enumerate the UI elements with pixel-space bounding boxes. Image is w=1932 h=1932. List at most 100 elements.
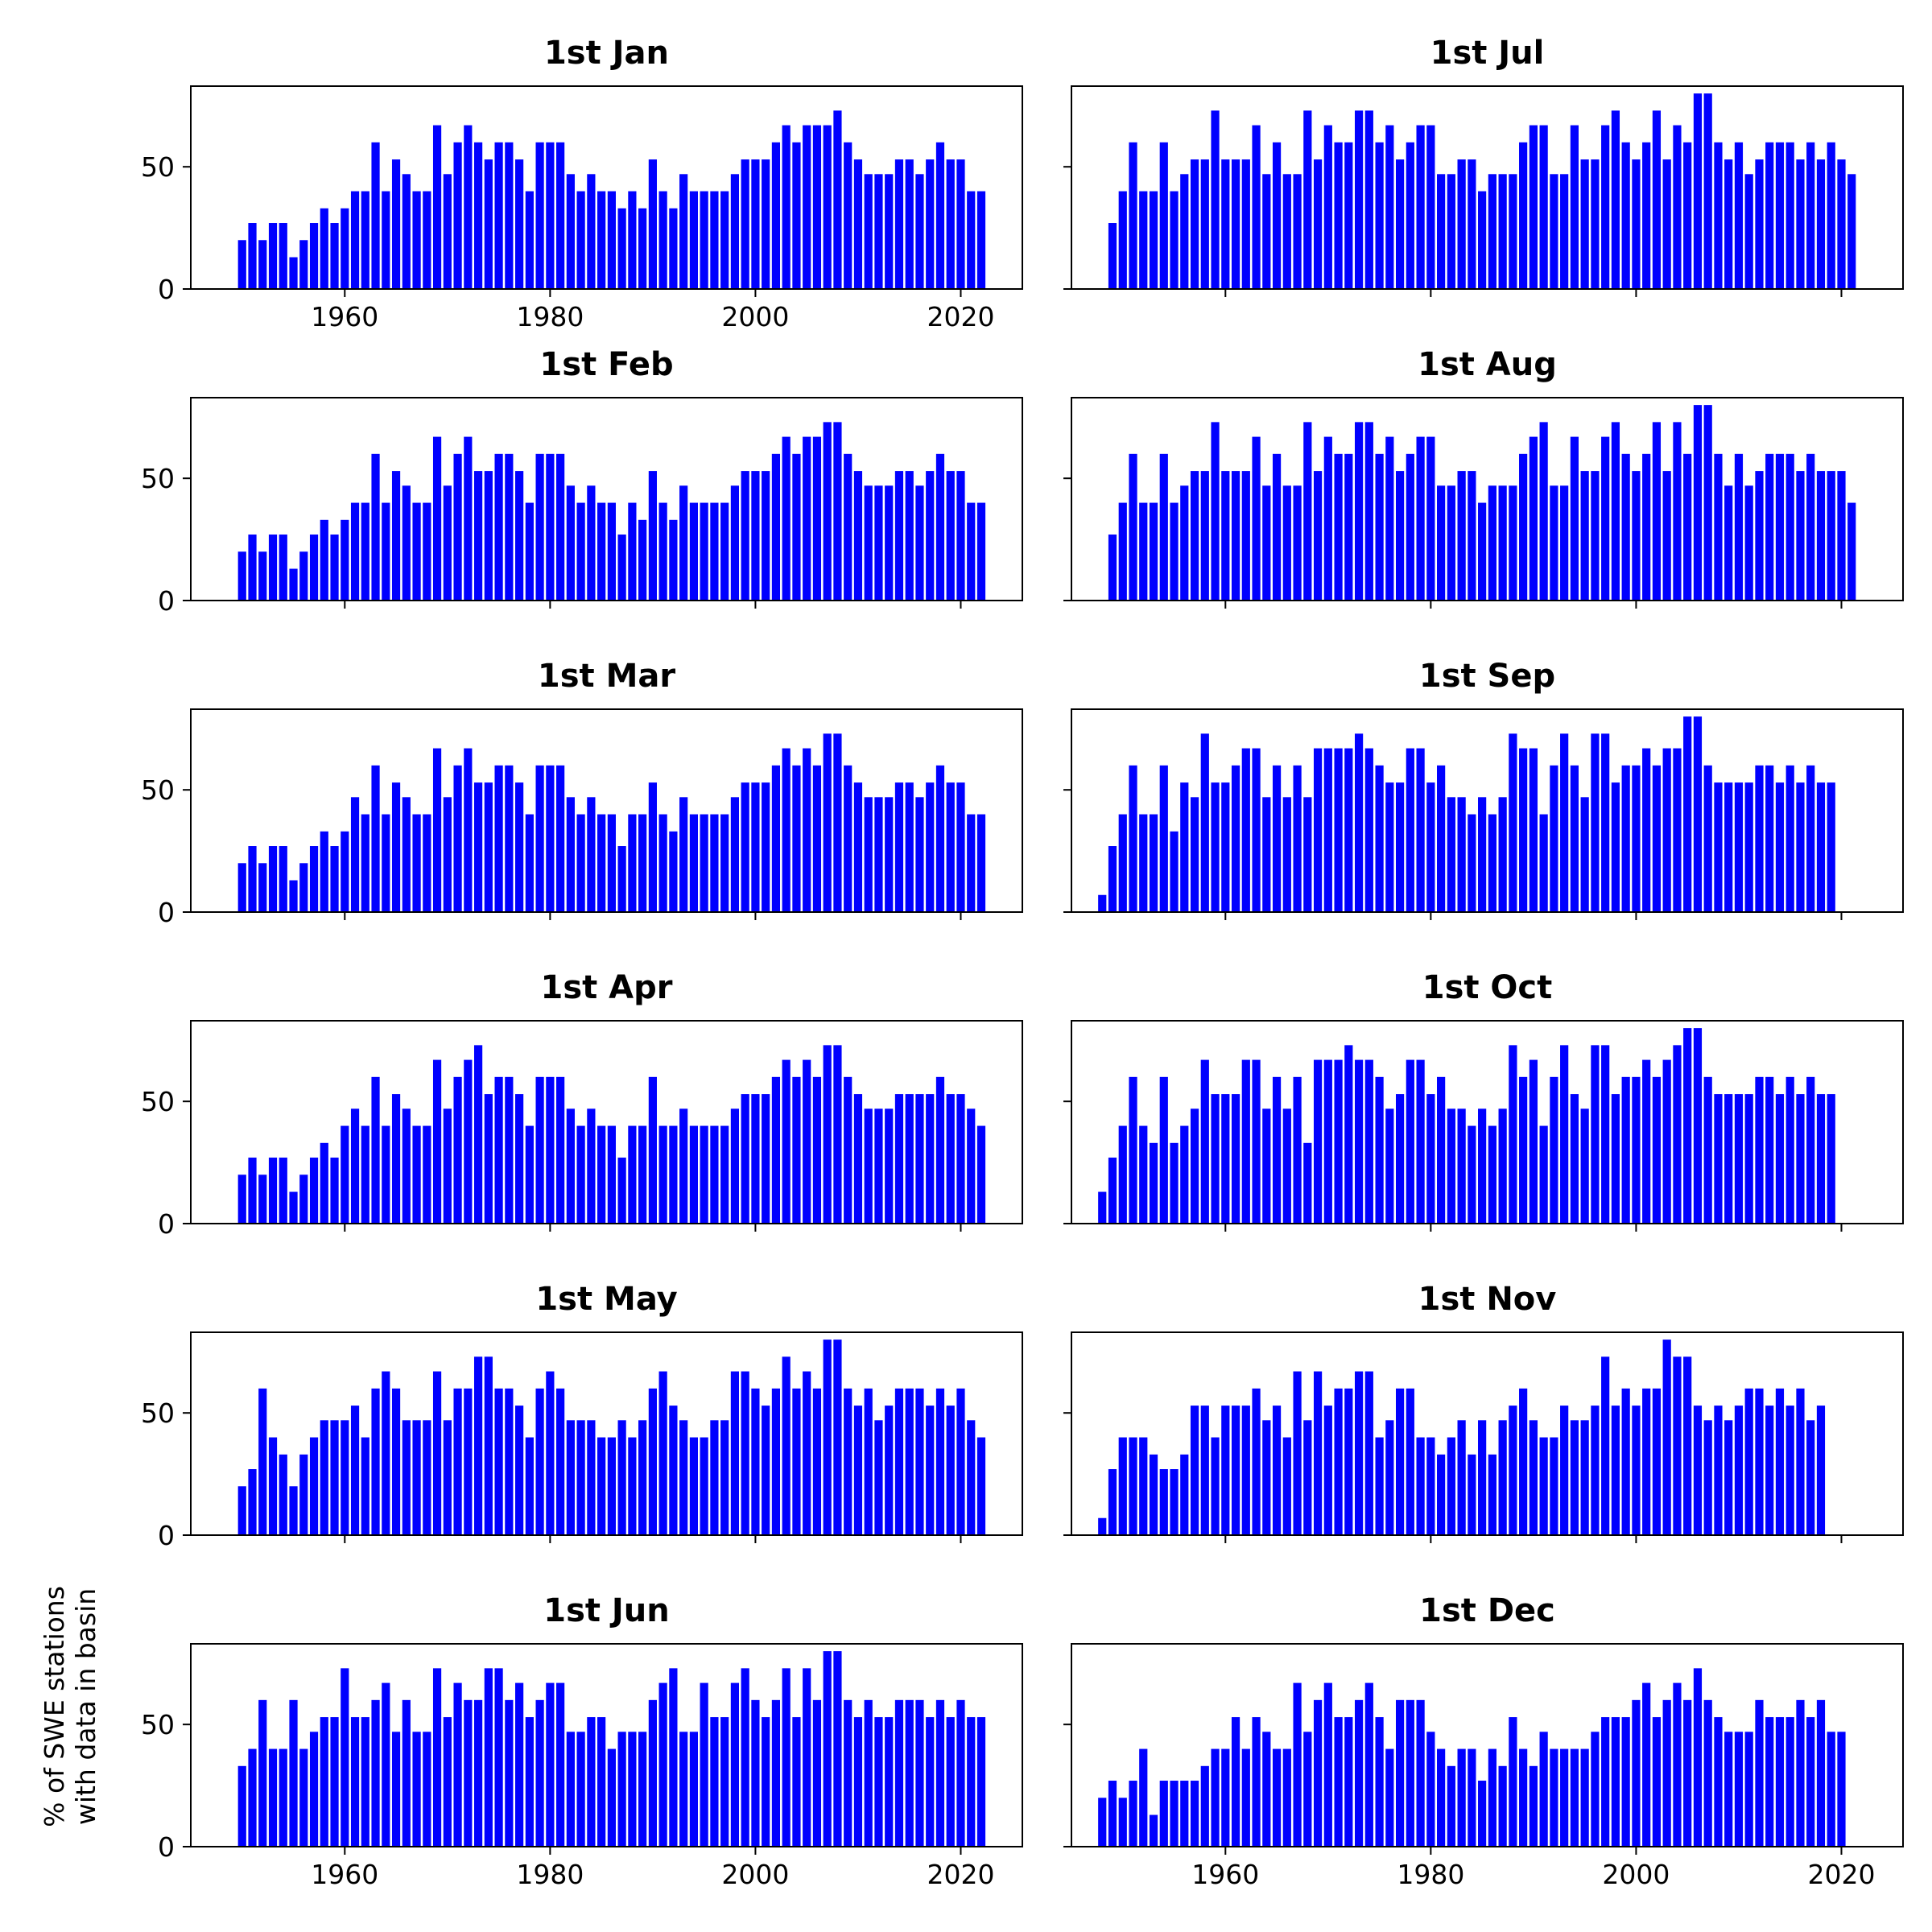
bar xyxy=(1098,894,1107,912)
bar xyxy=(1200,1059,1209,1224)
bar xyxy=(1632,471,1641,601)
bar xyxy=(1426,1094,1435,1224)
bar xyxy=(258,863,267,912)
bar xyxy=(946,159,955,289)
bar xyxy=(1765,142,1774,289)
bar xyxy=(1149,1814,1158,1847)
bar xyxy=(423,1732,431,1847)
bar xyxy=(915,1699,924,1847)
bar xyxy=(905,1699,914,1847)
bar xyxy=(1139,502,1148,601)
bar xyxy=(556,1682,565,1847)
bar xyxy=(576,1125,585,1224)
bar xyxy=(1293,1076,1302,1224)
bar xyxy=(885,1406,894,1535)
bar xyxy=(679,485,688,601)
bar xyxy=(1262,1420,1271,1535)
bar xyxy=(1190,797,1199,912)
bar xyxy=(1478,502,1487,601)
bar xyxy=(905,1094,914,1224)
bar xyxy=(967,502,976,601)
bar xyxy=(1159,765,1168,912)
bar xyxy=(1262,485,1271,601)
bar xyxy=(1396,471,1405,601)
bar xyxy=(751,471,760,601)
x-tick-label: 1980 xyxy=(516,301,584,332)
bar xyxy=(1539,1125,1548,1224)
bar xyxy=(289,1699,298,1847)
bar xyxy=(1139,191,1148,289)
bar xyxy=(515,471,524,601)
bar xyxy=(935,1076,945,1224)
bar xyxy=(505,142,514,289)
bar xyxy=(587,1717,596,1847)
bar xyxy=(1806,1420,1815,1535)
bar xyxy=(935,453,945,601)
bar xyxy=(1488,1454,1496,1535)
bar xyxy=(1354,110,1364,289)
bar xyxy=(700,1125,708,1224)
bar xyxy=(1200,1765,1209,1847)
bar xyxy=(1416,1059,1425,1224)
bar xyxy=(1447,174,1455,289)
bar xyxy=(1364,1371,1373,1535)
bar xyxy=(926,782,935,912)
bar xyxy=(689,1125,698,1224)
bar xyxy=(566,1108,575,1224)
bar xyxy=(1180,1125,1189,1224)
bar xyxy=(648,1699,657,1847)
panel-title: 1st Jan xyxy=(544,35,669,72)
bar xyxy=(1457,1108,1466,1224)
bar xyxy=(556,453,565,601)
bar xyxy=(1785,1406,1794,1535)
x-tick-label: 2000 xyxy=(1602,1859,1670,1890)
bar xyxy=(1601,1717,1610,1847)
bar xyxy=(1282,1108,1291,1224)
bar xyxy=(1180,782,1189,912)
bar xyxy=(1775,782,1785,912)
bar xyxy=(976,1437,986,1535)
bar xyxy=(1642,1388,1651,1535)
bar xyxy=(453,1076,462,1224)
bar xyxy=(1703,1420,1712,1535)
bar xyxy=(730,174,740,289)
bar xyxy=(535,142,544,289)
bar xyxy=(751,159,760,289)
bar xyxy=(935,1699,945,1847)
bar xyxy=(1170,831,1179,912)
bar xyxy=(494,1668,503,1847)
bar xyxy=(309,1158,319,1224)
bar xyxy=(803,1059,811,1224)
bar xyxy=(1509,1406,1517,1535)
bar xyxy=(1272,142,1282,289)
bar xyxy=(1364,110,1373,289)
bar xyxy=(894,1699,904,1847)
bar xyxy=(1364,422,1373,601)
bar xyxy=(710,191,719,289)
bar xyxy=(1519,748,1528,912)
bar xyxy=(1693,1668,1703,1847)
bar xyxy=(1354,733,1364,912)
bar xyxy=(289,257,298,289)
bar xyxy=(484,471,493,601)
bar xyxy=(320,831,328,912)
bar xyxy=(1344,1045,1353,1224)
bar xyxy=(248,535,257,601)
bar xyxy=(1159,142,1168,289)
bar xyxy=(976,502,986,601)
bar xyxy=(1426,782,1435,912)
bar xyxy=(1632,1699,1641,1847)
bar xyxy=(1272,1406,1282,1535)
bar xyxy=(607,1125,616,1224)
bar xyxy=(1765,1717,1774,1847)
bar xyxy=(1426,436,1435,601)
bar xyxy=(1642,142,1651,289)
bar xyxy=(1447,1108,1455,1224)
bar xyxy=(1457,1748,1466,1847)
bar xyxy=(1498,797,1507,912)
x-tick-label: 1980 xyxy=(1397,1859,1464,1890)
bar xyxy=(771,453,781,601)
bar xyxy=(299,1748,308,1847)
bar xyxy=(566,174,575,289)
bar xyxy=(679,797,688,912)
